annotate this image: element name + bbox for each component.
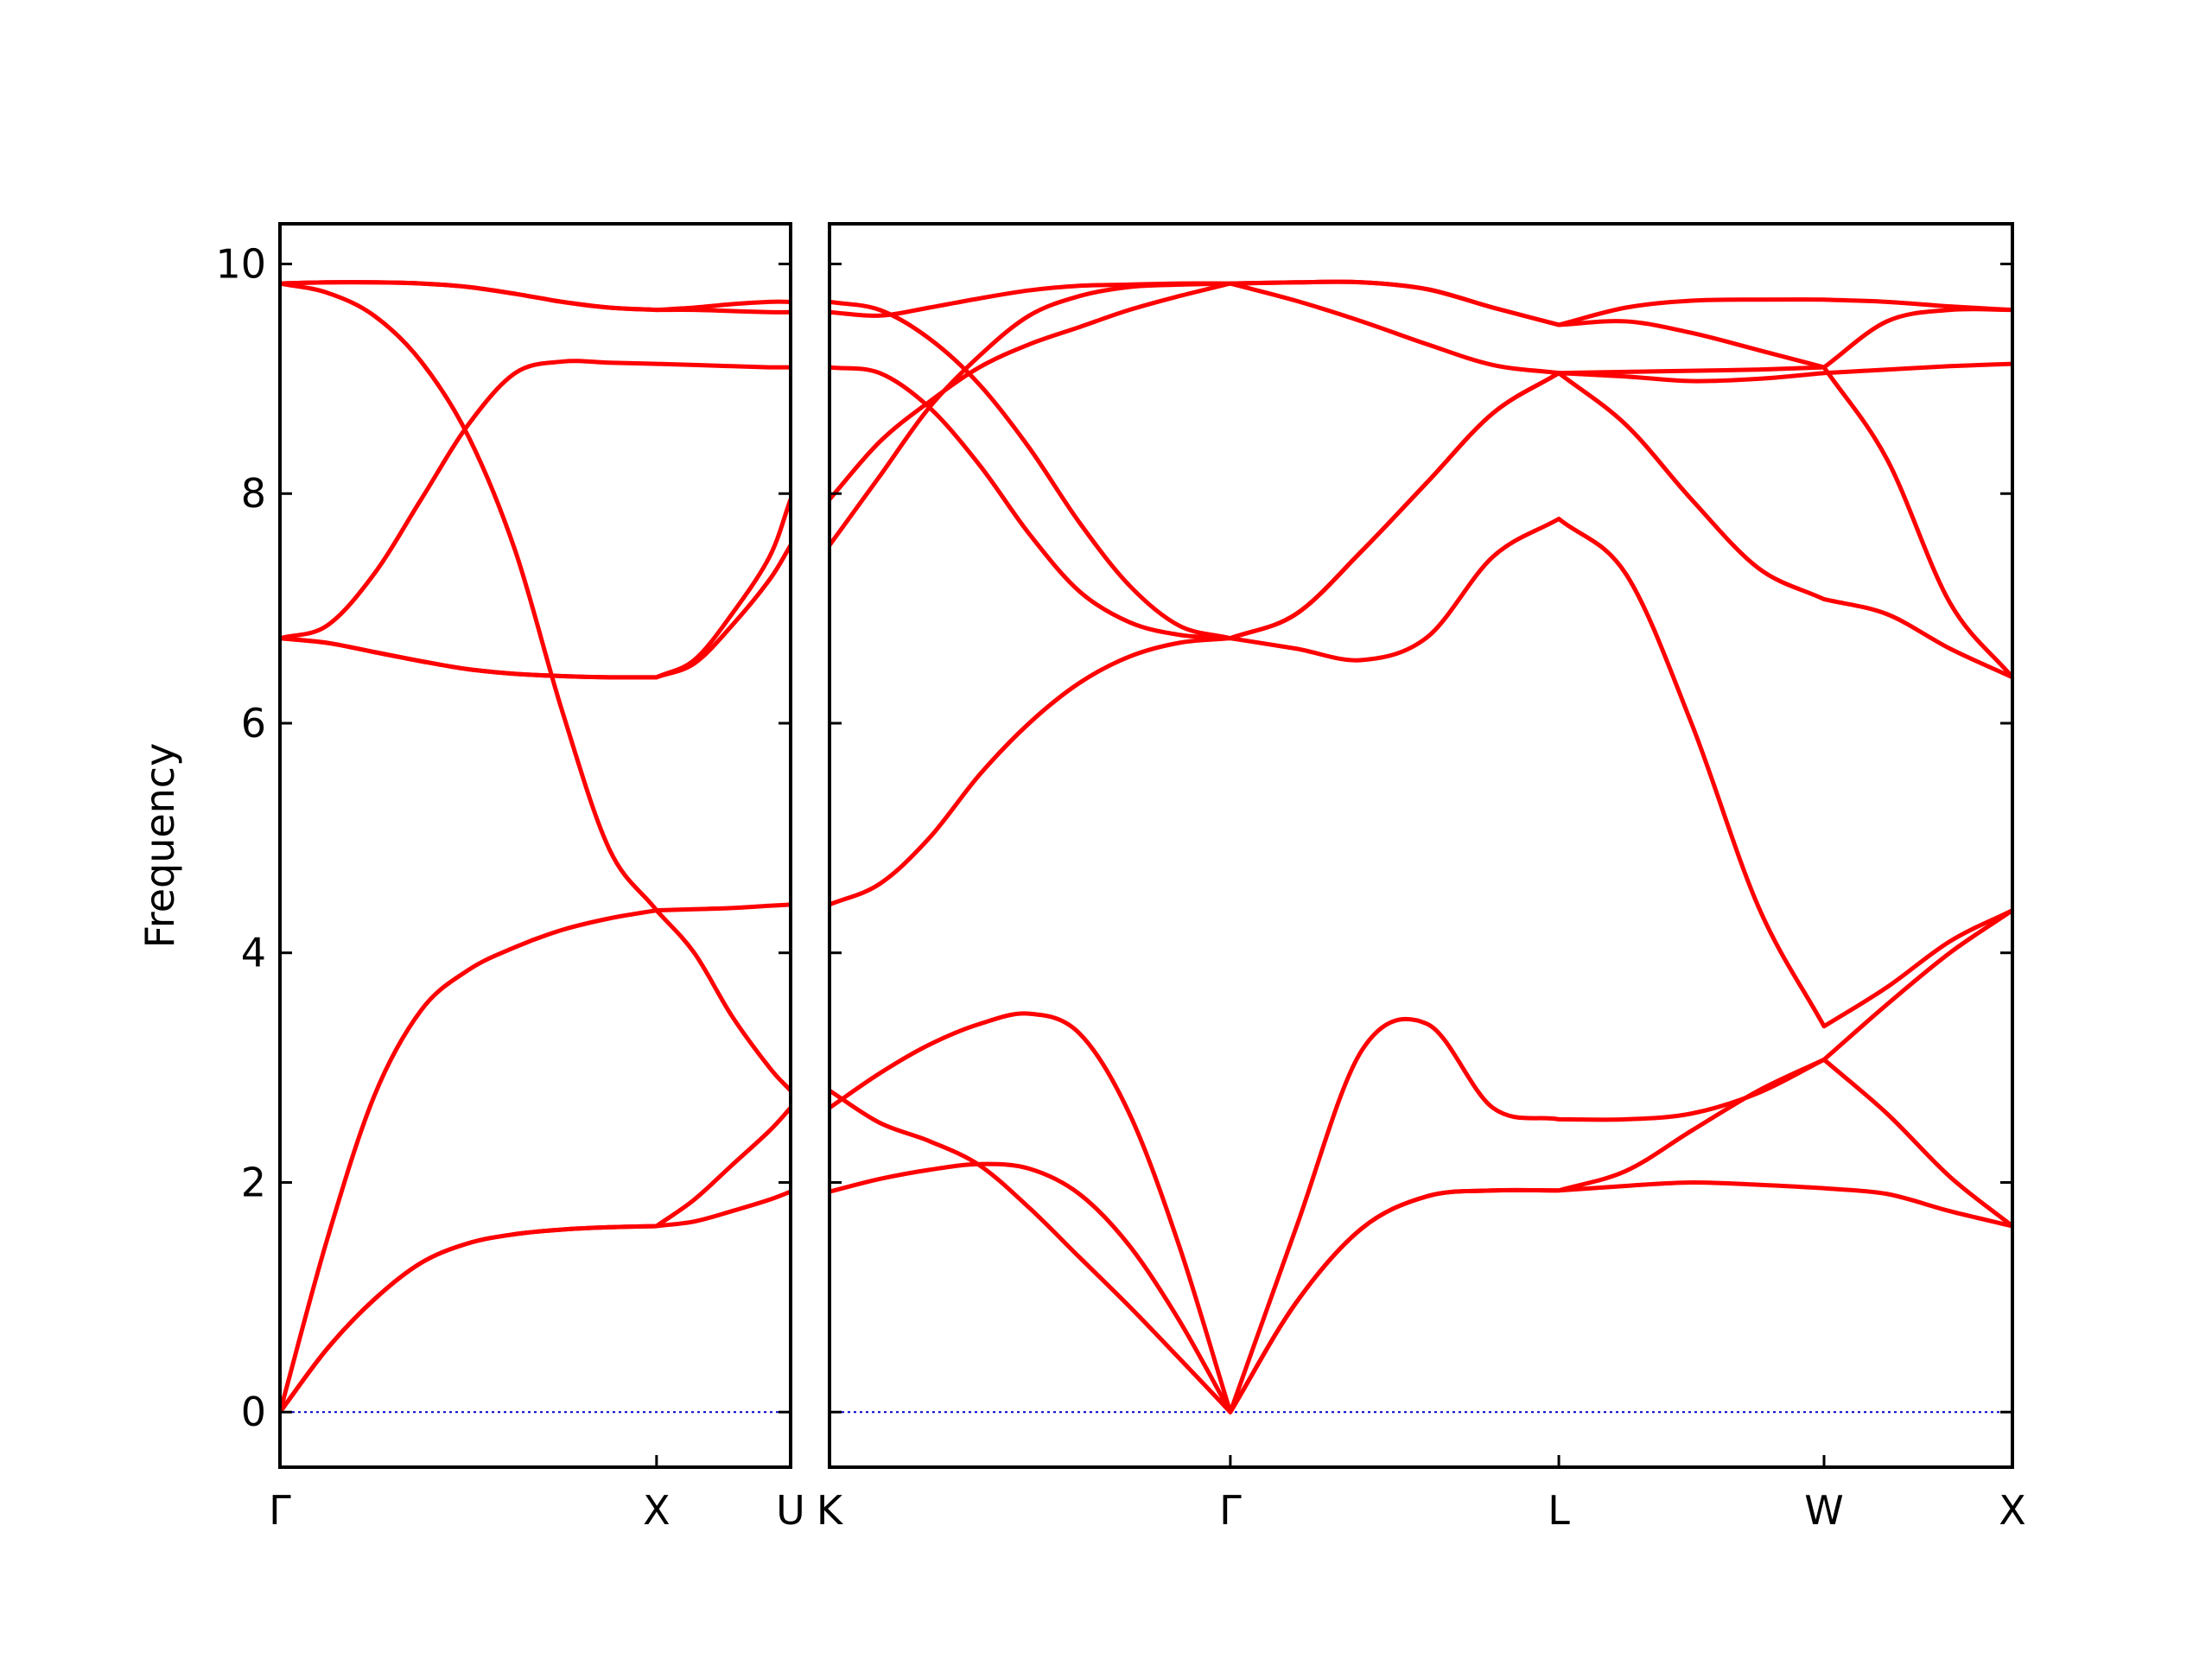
band-line: [830, 361, 2012, 641]
band-line: [280, 499, 791, 680]
x-tick-label: Γ: [1219, 1487, 1242, 1534]
band-line: [280, 1106, 791, 1414]
x-tick-label: L: [1548, 1487, 1570, 1534]
y-tick-label: 4: [241, 930, 266, 976]
x-tick-label: K: [817, 1487, 844, 1534]
y-tick-label: 10: [215, 241, 266, 288]
x-tick-label: X: [1999, 1487, 2026, 1534]
band-line: [830, 908, 2012, 1414]
band-line: [830, 516, 2012, 1029]
x-tick-label: X: [643, 1487, 671, 1534]
y-tick-label: 0: [241, 1389, 266, 1435]
axes-frame: [828, 222, 2014, 1469]
y-tick-label: 8: [241, 470, 266, 517]
band-line: [280, 281, 791, 1092]
x-tick-label: U: [776, 1487, 805, 1534]
x-tick-label: W: [1804, 1487, 1843, 1534]
axes-frame: [278, 222, 792, 1469]
y-axis-label: Frequency: [137, 743, 183, 949]
y-tick-label: 6: [241, 700, 266, 747]
y-tick-label: 2: [241, 1159, 266, 1205]
band-line: [280, 359, 791, 641]
x-tick-label: Γ: [269, 1487, 291, 1534]
band-line: [280, 902, 791, 1413]
plot-area: [830, 279, 2012, 1414]
band-line: [280, 280, 791, 315]
band-line: [830, 279, 2012, 547]
plot-area: [280, 280, 791, 1414]
